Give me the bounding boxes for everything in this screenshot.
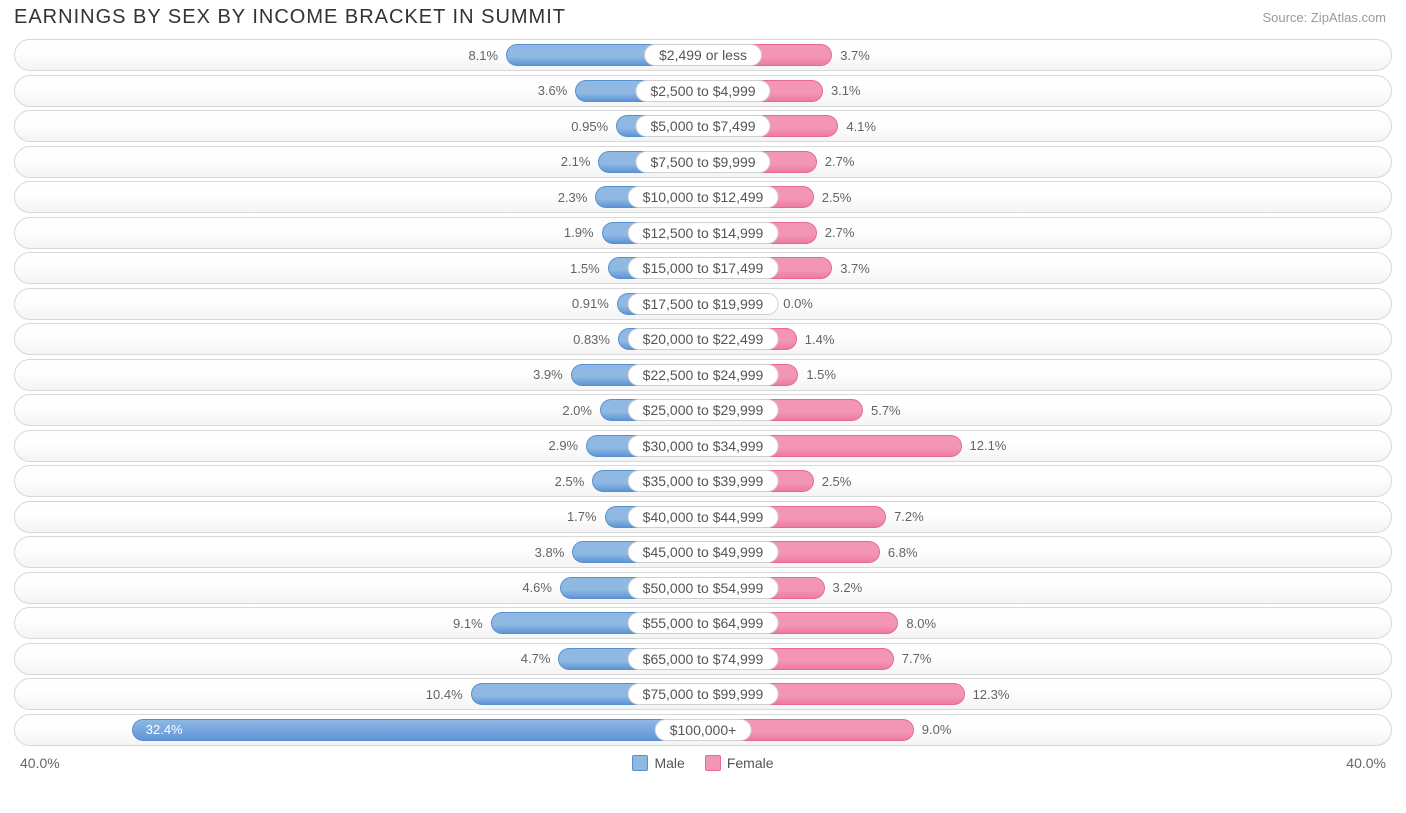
chart-row: 0.91% 0.0%$17,500 to $19,999 (14, 288, 1392, 320)
bracket-label: $40,000 to $44,999 (628, 506, 779, 528)
male-pct-label: 2.1% (561, 147, 599, 177)
bracket-label: $5,000 to $7,499 (635, 115, 770, 137)
bracket-label: $35,000 to $39,999 (628, 470, 779, 492)
bracket-label: $17,500 to $19,999 (628, 293, 779, 315)
male-pct-label: 2.0% (562, 395, 600, 425)
male-pct-label: 2.5% (555, 466, 593, 496)
legend-female-label: Female (727, 755, 774, 771)
female-pct-label: 0.0% (775, 289, 813, 319)
chart-row: 0.83% 1.4% $20,000 to $22,499 (14, 323, 1392, 355)
male-pct-label: 32.4% (146, 715, 183, 745)
female-pct-label: 12.1% (962, 431, 1007, 461)
female-pct-label: 4.1% (838, 111, 876, 141)
axis-max-left: 40.0% (20, 755, 60, 771)
chart-row: 0.95% 4.1% $5,000 to $7,499 (14, 110, 1392, 142)
male-pct-label: 1.7% (567, 502, 605, 532)
female-pct-label: 1.5% (798, 360, 836, 390)
legend-male-label: Male (654, 755, 684, 771)
chart-row: 3.9% 1.5% $22,500 to $24,999 (14, 359, 1392, 391)
chart-row: 4.6% 3.2% $50,000 to $54,999 (14, 572, 1392, 604)
chart-row: 2.5% 2.5% $35,000 to $39,999 (14, 465, 1392, 497)
female-pct-label: 3.7% (832, 40, 870, 70)
bracket-label: $12,500 to $14,999 (628, 222, 779, 244)
bracket-label: $20,000 to $22,499 (628, 328, 779, 350)
female-swatch-icon (705, 755, 721, 771)
chart-area: 8.1% 3.7% $2,499 or less 3.6% 3.1% $2,500 to … (0, 39, 1406, 746)
bracket-label: $25,000 to $29,999 (628, 399, 779, 421)
bracket-label: $30,000 to $34,999 (628, 435, 779, 457)
chart-row: 2.9% 12.1% $30,000 to $34,999 (14, 430, 1392, 462)
male-pct-label: 8.1% (468, 40, 506, 70)
female-pct-label: 3.2% (825, 573, 863, 603)
bracket-label: $75,000 to $99,999 (628, 683, 779, 705)
female-pct-label: 5.7% (863, 395, 901, 425)
bracket-label: $50,000 to $54,999 (628, 577, 779, 599)
header: EARNINGS BY SEX BY INCOME BRACKET IN SUM… (0, 0, 1406, 39)
female-pct-label: 2.5% (814, 182, 852, 212)
chart-row: 32.4% 9.0% $100,000+ (14, 714, 1392, 746)
male-pct-label: 9.1% (453, 608, 491, 638)
female-pct-label: 7.2% (886, 502, 924, 532)
bracket-label: $22,500 to $24,999 (628, 364, 779, 386)
chart-row: 2.3% 2.5% $10,000 to $12,499 (14, 181, 1392, 213)
bracket-label: $45,000 to $49,999 (628, 541, 779, 563)
male-pct-label: 3.9% (533, 360, 571, 390)
female-pct-label: 8.0% (898, 608, 936, 638)
bracket-label: $100,000+ (655, 719, 752, 741)
chart-row: 9.1% 8.0% $55,000 to $64,999 (14, 607, 1392, 639)
source-label: Source: ZipAtlas.com (1262, 10, 1386, 25)
female-pct-label: 2.5% (814, 466, 852, 496)
bracket-label: $15,000 to $17,499 (628, 257, 779, 279)
chart-title: EARNINGS BY SEX BY INCOME BRACKET IN SUM… (14, 6, 566, 29)
chart-row: 10.4% 12.3% $75,000 to $99,999 (14, 678, 1392, 710)
male-pct-label: 4.6% (522, 573, 560, 603)
male-pct-label: 2.3% (558, 182, 596, 212)
female-pct-label: 1.4% (797, 324, 835, 354)
chart-row: 3.6% 3.1% $2,500 to $4,999 (14, 75, 1392, 107)
male-pct-label: 0.91% (572, 289, 617, 319)
chart-row: 1.7% 7.2% $40,000 to $44,999 (14, 501, 1392, 533)
chart-row: 1.9% 2.7% $12,500 to $14,999 (14, 217, 1392, 249)
chart-row: 8.1% 3.7% $2,499 or less (14, 39, 1392, 71)
female-pct-label: 6.8% (880, 537, 918, 567)
chart-row: 3.8% 6.8% $45,000 to $49,999 (14, 536, 1392, 568)
male-pct-label: 4.7% (521, 644, 559, 674)
female-pct-label: 3.1% (823, 76, 861, 106)
bracket-label: $65,000 to $74,999 (628, 648, 779, 670)
chart-row: 2.0% 5.7% $25,000 to $29,999 (14, 394, 1392, 426)
bracket-label: $2,500 to $4,999 (635, 80, 770, 102)
legend: Male Female (632, 755, 773, 771)
female-pct-label: 7.7% (894, 644, 932, 674)
chart-row: 2.1% 2.7% $7,500 to $9,999 (14, 146, 1392, 178)
chart-row: 1.5% 3.7% $15,000 to $17,499 (14, 252, 1392, 284)
male-pct-label: 10.4% (426, 679, 471, 709)
male-pct-label: 0.83% (573, 324, 618, 354)
legend-female: Female (705, 755, 774, 771)
male-swatch-icon (632, 755, 648, 771)
male-pct-label: 3.6% (538, 76, 576, 106)
female-pct-label: 12.3% (965, 679, 1010, 709)
female-pct-label: 2.7% (817, 218, 855, 248)
bracket-label: $55,000 to $64,999 (628, 612, 779, 634)
bracket-label: $10,000 to $12,499 (628, 186, 779, 208)
footer: 40.0% Male Female 40.0% (0, 749, 1406, 771)
female-pct-label: 3.7% (832, 253, 870, 283)
female-pct-label: 9.0% (914, 715, 952, 745)
male-pct-label: 0.95% (571, 111, 616, 141)
male-pct-label: 2.9% (548, 431, 586, 461)
legend-male: Male (632, 755, 684, 771)
male-pct-label: 1.5% (570, 253, 608, 283)
chart-row: 4.7% 7.7% $65,000 to $74,999 (14, 643, 1392, 675)
bracket-label: $7,500 to $9,999 (635, 151, 770, 173)
female-pct-label: 2.7% (817, 147, 855, 177)
axis-max-right: 40.0% (1346, 755, 1386, 771)
male-pct-label: 3.8% (535, 537, 573, 567)
bracket-label: $2,499 or less (644, 44, 762, 66)
male-bar (132, 719, 703, 741)
male-pct-label: 1.9% (564, 218, 602, 248)
